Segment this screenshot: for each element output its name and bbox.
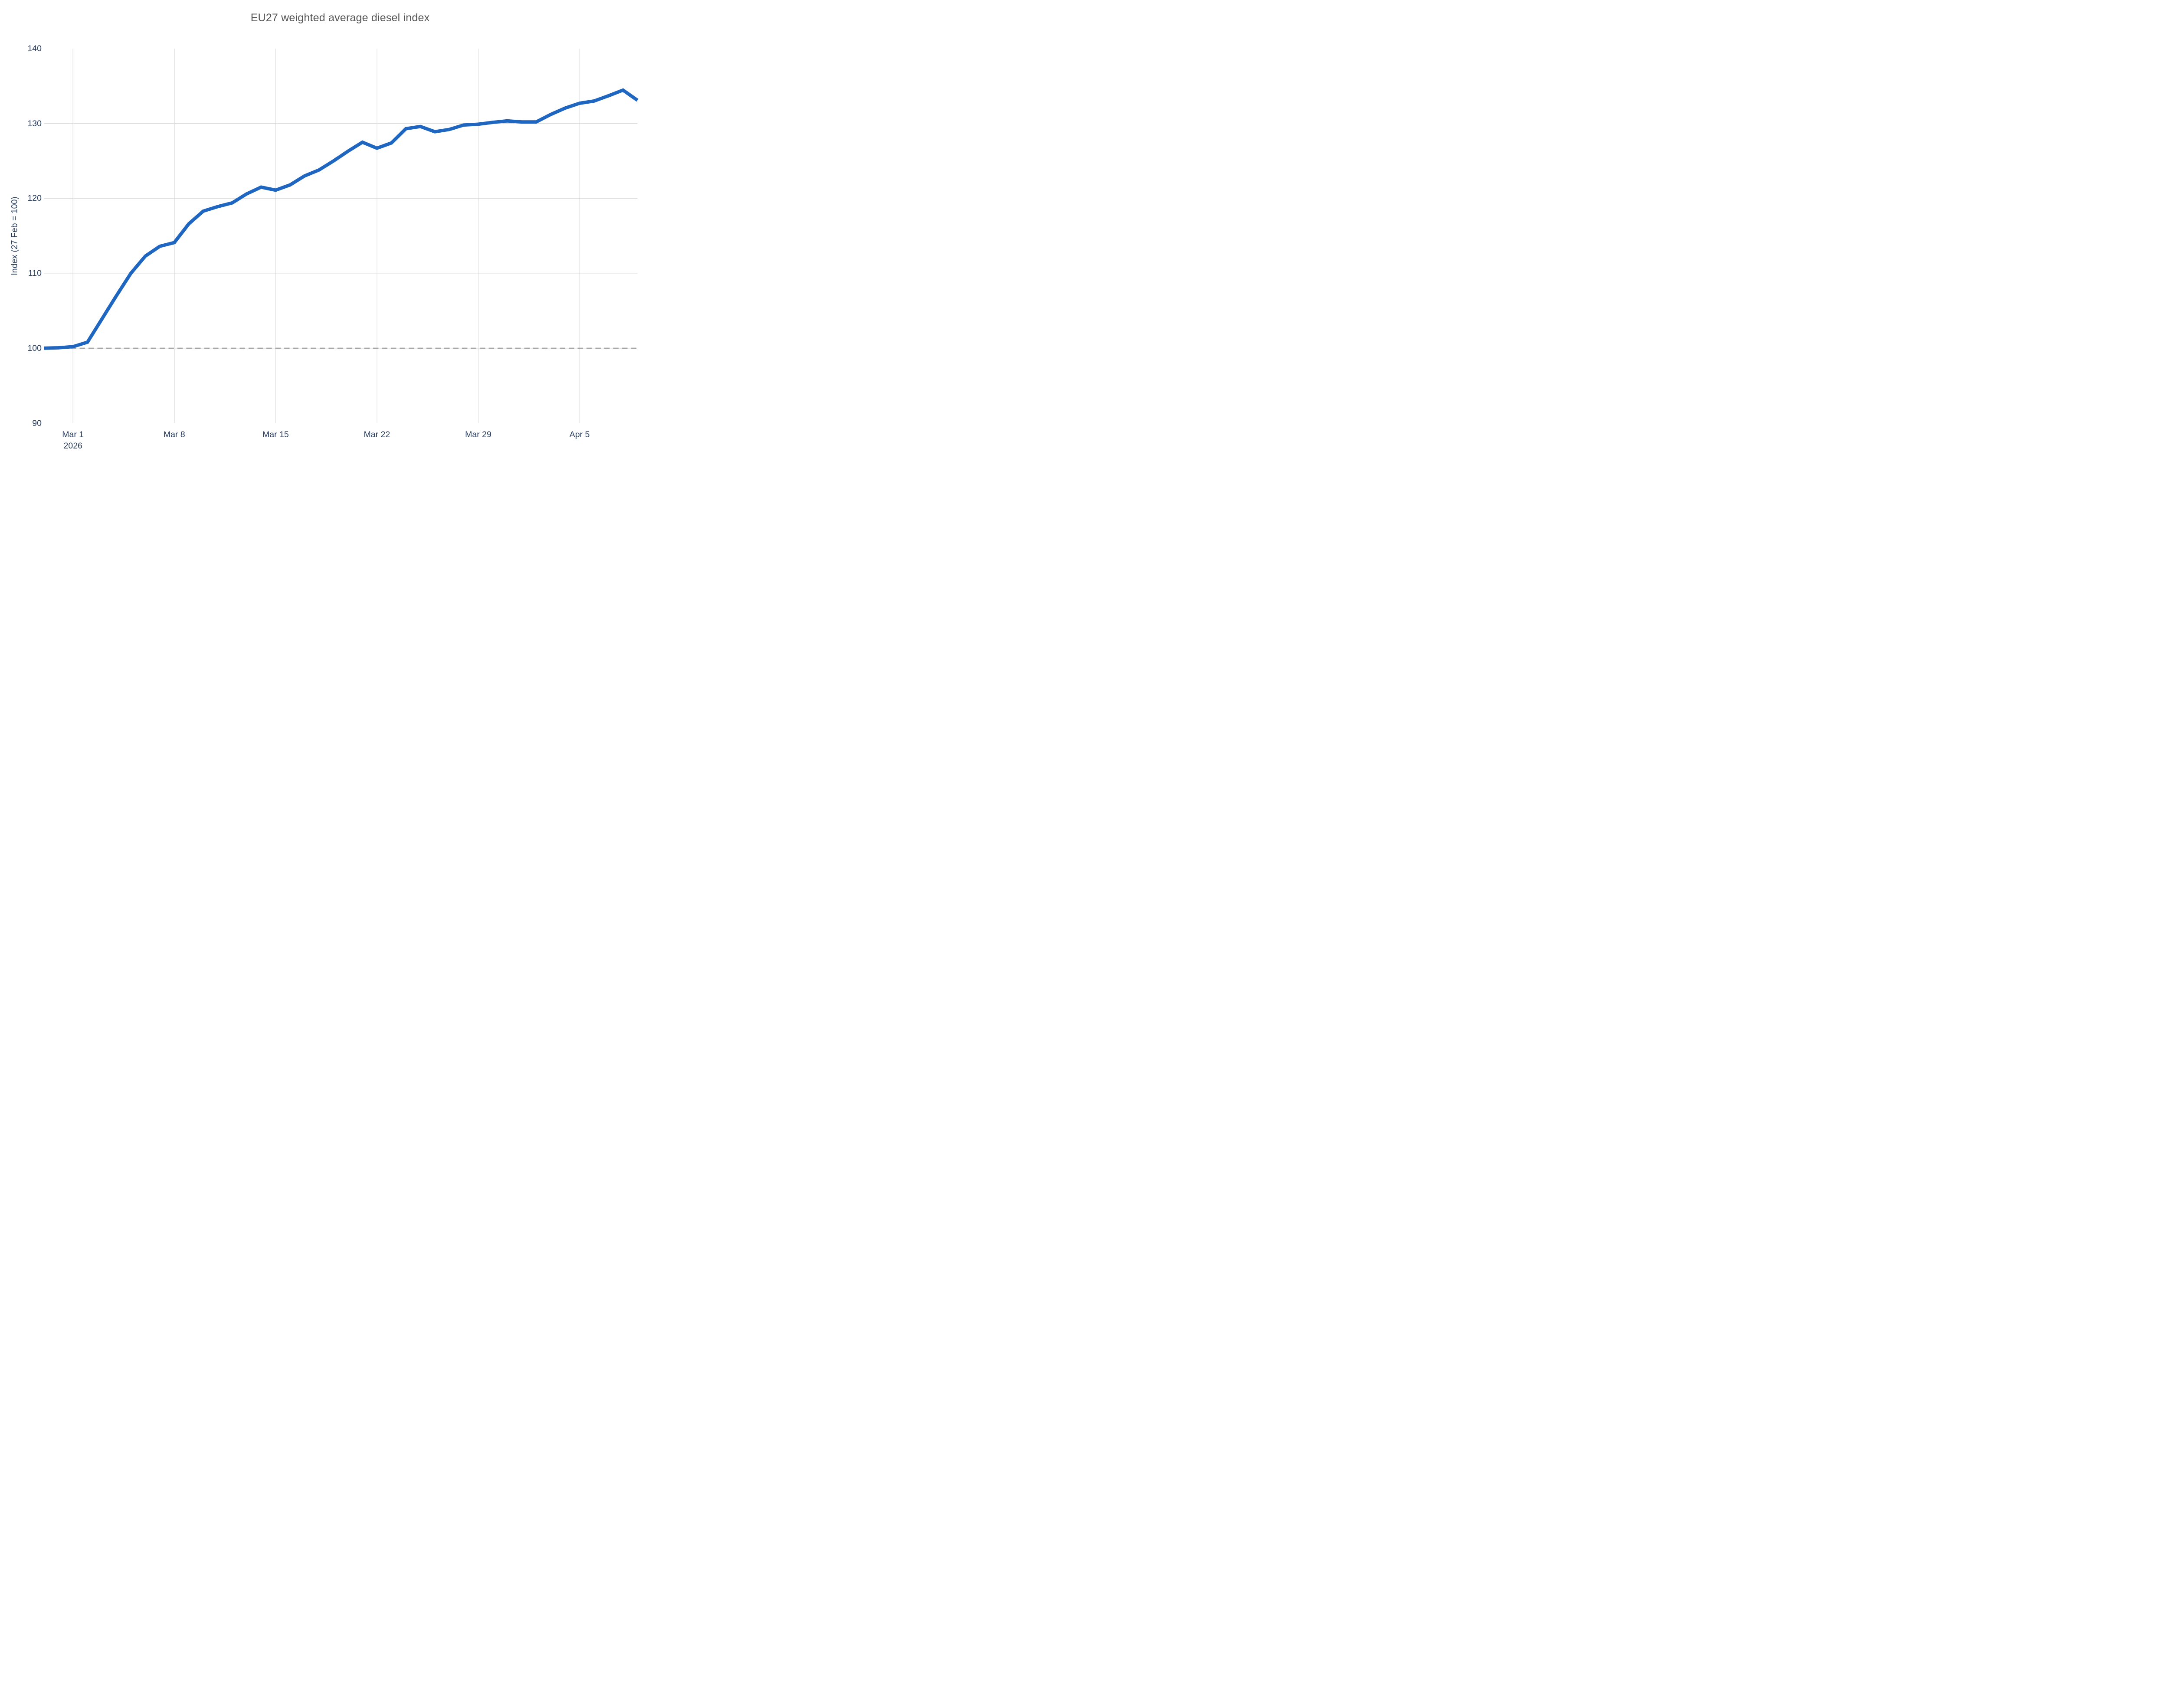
x-tick-label-mar-8: Mar 8 bbox=[140, 429, 209, 440]
chart-title: EU27 weighted average diesel index bbox=[250, 12, 430, 24]
y-tick-label-90: 90 bbox=[32, 418, 42, 428]
x-tick-date: Mar 8 bbox=[163, 430, 185, 439]
x-tick-date: Mar 15 bbox=[262, 430, 289, 439]
y-tick-label-120: 120 bbox=[27, 193, 42, 203]
x-tick-label-apr-5: Apr 5 bbox=[545, 429, 614, 440]
x-tick-label-mar-29: Mar 29 bbox=[443, 429, 513, 440]
x-tick-date: Mar 29 bbox=[465, 430, 491, 439]
y-tick-label-140: 140 bbox=[27, 44, 42, 53]
x-tick-label-mar-22: Mar 22 bbox=[342, 429, 412, 440]
y-tick-label-110: 110 bbox=[28, 268, 42, 278]
x-tick-date: Mar 1 bbox=[62, 430, 84, 439]
x-tick-date: Apr 5 bbox=[569, 430, 590, 439]
x-tick-date: Mar 22 bbox=[364, 430, 390, 439]
plot-area[interactable] bbox=[0, 0, 680, 457]
x-tick-year: 2026 bbox=[63, 441, 82, 451]
diesel-index-chart: EU27 weighted average diesel index Index… bbox=[0, 0, 680, 457]
series-line-eu27-diesel-index[interactable] bbox=[44, 88, 639, 350]
y-tick-label-100: 100 bbox=[27, 343, 42, 353]
y-tick-label-130: 130 bbox=[27, 118, 42, 128]
x-tick-label-mar-1: Mar 1 2026 bbox=[38, 429, 108, 452]
x-tick-label-mar-15: Mar 15 bbox=[241, 429, 310, 440]
